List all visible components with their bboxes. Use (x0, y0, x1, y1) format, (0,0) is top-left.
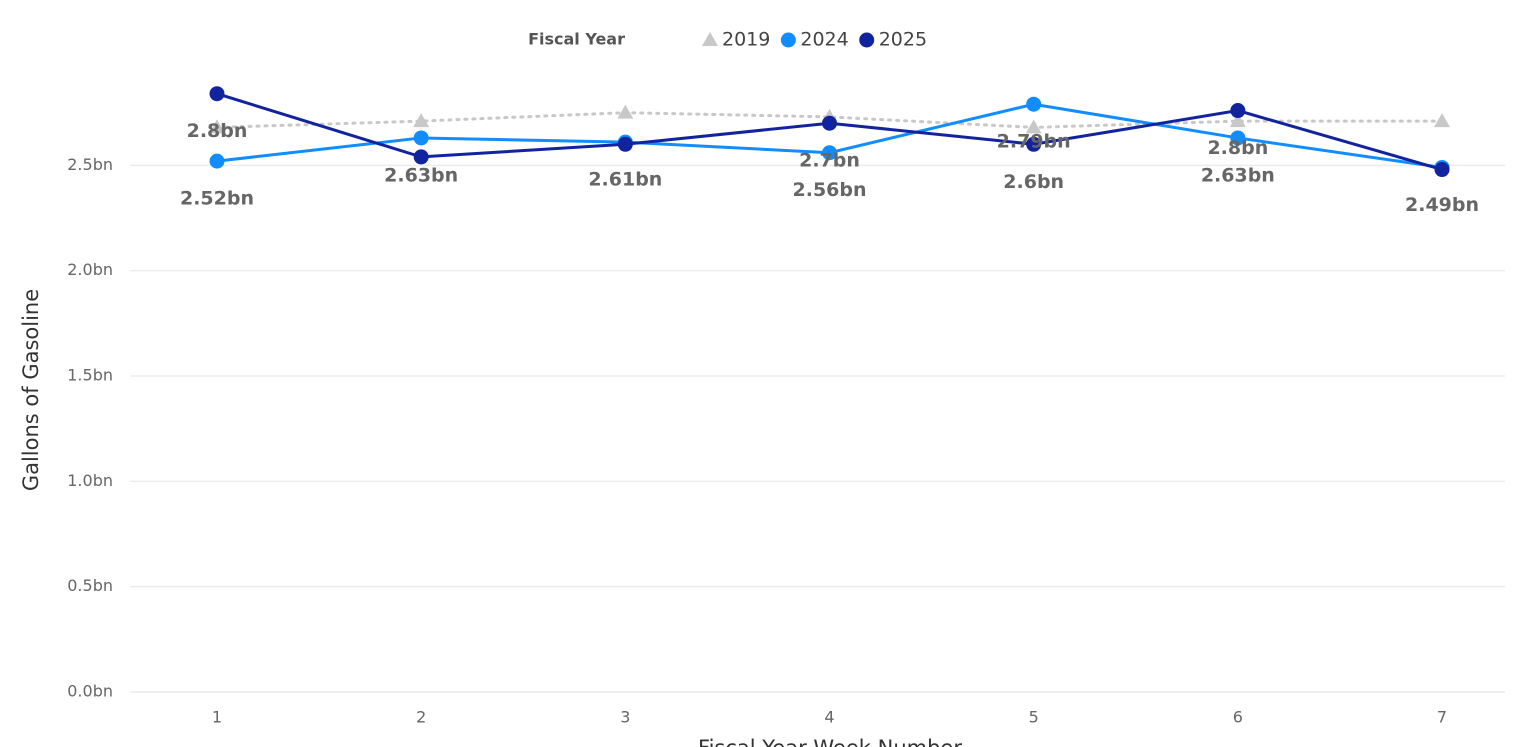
marker (702, 32, 718, 46)
marker (617, 136, 633, 152)
legend-title: Fiscal Year (528, 30, 625, 49)
marker (617, 104, 634, 119)
marker (209, 153, 225, 169)
y-tick-label: 2.5bn (67, 155, 113, 174)
legend-label: 2024 (800, 29, 848, 51)
x-tick-label: 4 (824, 708, 834, 727)
y-tick-label: 2.0bn (67, 260, 113, 279)
marker (1026, 136, 1042, 152)
marker (859, 32, 875, 48)
x-axis-title: Fiscal Year Week Number (698, 736, 962, 747)
legend-label: 2025 (879, 29, 927, 51)
marker (822, 145, 838, 161)
data-label: 2.7bn (799, 150, 860, 172)
y-tick-label: 0.5bn (67, 576, 113, 595)
y-tick-label: 0.0bn (67, 682, 113, 701)
data-label: 2.63bn (1201, 164, 1275, 186)
y-tick-label: 1.0bn (67, 471, 113, 490)
data-label: 2.63bn (384, 164, 458, 186)
y-axis-title: Gallons of Gasoline (19, 289, 43, 491)
marker (1230, 130, 1246, 146)
marker (209, 119, 225, 134)
x-tick-label: 2 (416, 708, 426, 727)
data-label: 2.79bn (997, 131, 1071, 153)
marker (413, 130, 429, 146)
data-label: 2.49bn (1405, 194, 1479, 216)
marker (413, 113, 430, 128)
data-label: 2.6bn (1003, 171, 1064, 193)
marker (209, 86, 225, 102)
data-label: 2.61bn (588, 169, 662, 191)
marker (1434, 162, 1450, 178)
data-label: 2.8bn (187, 120, 248, 142)
data-label: 2.8bn (1207, 137, 1268, 159)
marker (822, 115, 838, 131)
marker (1026, 96, 1042, 112)
marker (1229, 113, 1246, 128)
marker (1230, 103, 1246, 119)
x-tick-label: 7 (1437, 708, 1447, 727)
data-label: 2.56bn (793, 179, 867, 201)
legend-label: 2019 (722, 29, 770, 51)
marker (1434, 113, 1451, 128)
marker (413, 149, 429, 165)
data-label: 2.52bn (180, 188, 254, 210)
x-tick-label: 5 (1029, 708, 1039, 727)
marker (780, 32, 796, 48)
marker (1025, 119, 1042, 134)
x-tick-label: 1 (212, 708, 222, 727)
y-tick-label: 1.5bn (67, 366, 113, 385)
x-tick-label: 3 (620, 708, 630, 727)
x-tick-label: 6 (1233, 708, 1243, 727)
